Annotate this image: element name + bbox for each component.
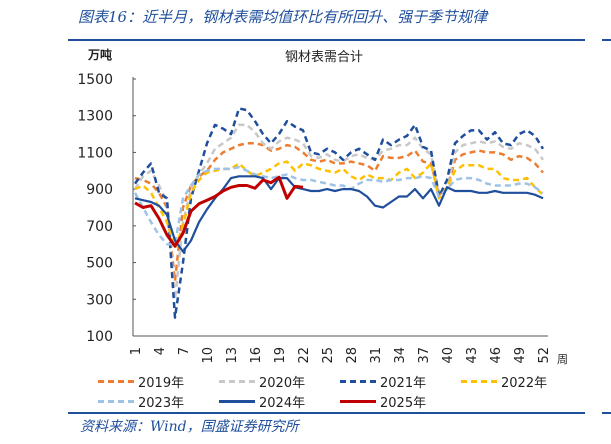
x-tick-label: 31 (369, 347, 384, 364)
top-divider-right (602, 39, 611, 41)
x-tick-label: 4 (153, 347, 168, 355)
legend-item-2020: 2020年 (219, 372, 305, 391)
x-tick-label: 40 (441, 347, 456, 364)
x-tick-label: 52 (537, 347, 552, 364)
y-tick-label: 1100 (77, 145, 113, 161)
legend-item-2025: 2025年 (340, 392, 426, 411)
legend-item-2021: 2021年 (340, 372, 426, 391)
y-tick-label: 1300 (77, 109, 113, 125)
y-tick-label: 100 (86, 329, 113, 345)
figure-title: 图表16：近半月，钢材表需均值环比有所回升、强于季节规律 (78, 8, 488, 26)
x-tick-label: 49 (513, 347, 528, 364)
series-line-2025 (134, 175, 304, 248)
x-tick-label: 16 (249, 347, 264, 364)
legend-item-2022: 2022年 (461, 372, 547, 391)
legend-swatch (219, 380, 255, 383)
y-tick-label: 300 (86, 292, 113, 308)
x-tick-label: 46 (489, 347, 504, 364)
legend-swatch (340, 400, 376, 403)
x-tick-label: 22 (297, 347, 312, 364)
legend-label: 2024年 (259, 396, 306, 411)
bottom-divider (68, 412, 585, 414)
x-tick-label: 10 (201, 347, 216, 364)
x-tick-label: 13 (225, 347, 240, 364)
legend-label: 2022年 (501, 376, 548, 391)
legend-label: 2021年 (380, 376, 427, 391)
series-line-2020 (133, 123, 545, 301)
source-note: 资料来源：Wind，国盛证券研究所 (80, 419, 299, 435)
series-line-2019 (134, 142, 544, 283)
legend-label: 2019年 (138, 376, 185, 391)
legend-label: 2023年 (138, 396, 185, 411)
x-tick-label: 28 (345, 347, 360, 364)
x-axis-label: 周 (557, 353, 568, 366)
y-tick-label: 700 (86, 219, 113, 235)
bottom-divider-right (602, 412, 611, 414)
legend-label: 2020年 (259, 376, 306, 391)
legend: 2019年 2020年 2021年 2022年 2023年 2024年 2025年 (98, 372, 558, 412)
legend-swatch (340, 380, 376, 383)
series-line-2024 (134, 175, 544, 253)
chart-title: 钢材表需合计 (285, 50, 364, 65)
x-tick-label: 34 (393, 347, 408, 364)
y-tick-label: 1500 (77, 72, 113, 88)
x-tick-label: 37 (417, 347, 432, 364)
legend-swatch (98, 380, 134, 383)
y-tick-label: 900 (86, 182, 113, 198)
legend-swatch (461, 380, 497, 383)
legend-item-2024: 2024年 (219, 392, 305, 411)
legend-item-2023: 2023年 (98, 392, 184, 411)
legend-swatch (219, 400, 255, 403)
top-divider (68, 39, 585, 41)
y-axis-unit: 万吨 (88, 48, 113, 62)
x-tick-label: 25 (321, 347, 336, 364)
series-line-2022 (134, 160, 544, 250)
y-tick-label: 500 (86, 256, 113, 272)
x-tick-label: 7 (177, 347, 192, 355)
x-tick-label: 1 (129, 347, 144, 355)
legend-label: 2025年 (380, 396, 427, 411)
legend-swatch (98, 400, 134, 403)
x-tick-label: 43 (465, 347, 480, 364)
legend-item-2019: 2019年 (98, 372, 184, 391)
x-tick-label: 19 (273, 347, 288, 364)
series-line-2021 (133, 107, 545, 319)
